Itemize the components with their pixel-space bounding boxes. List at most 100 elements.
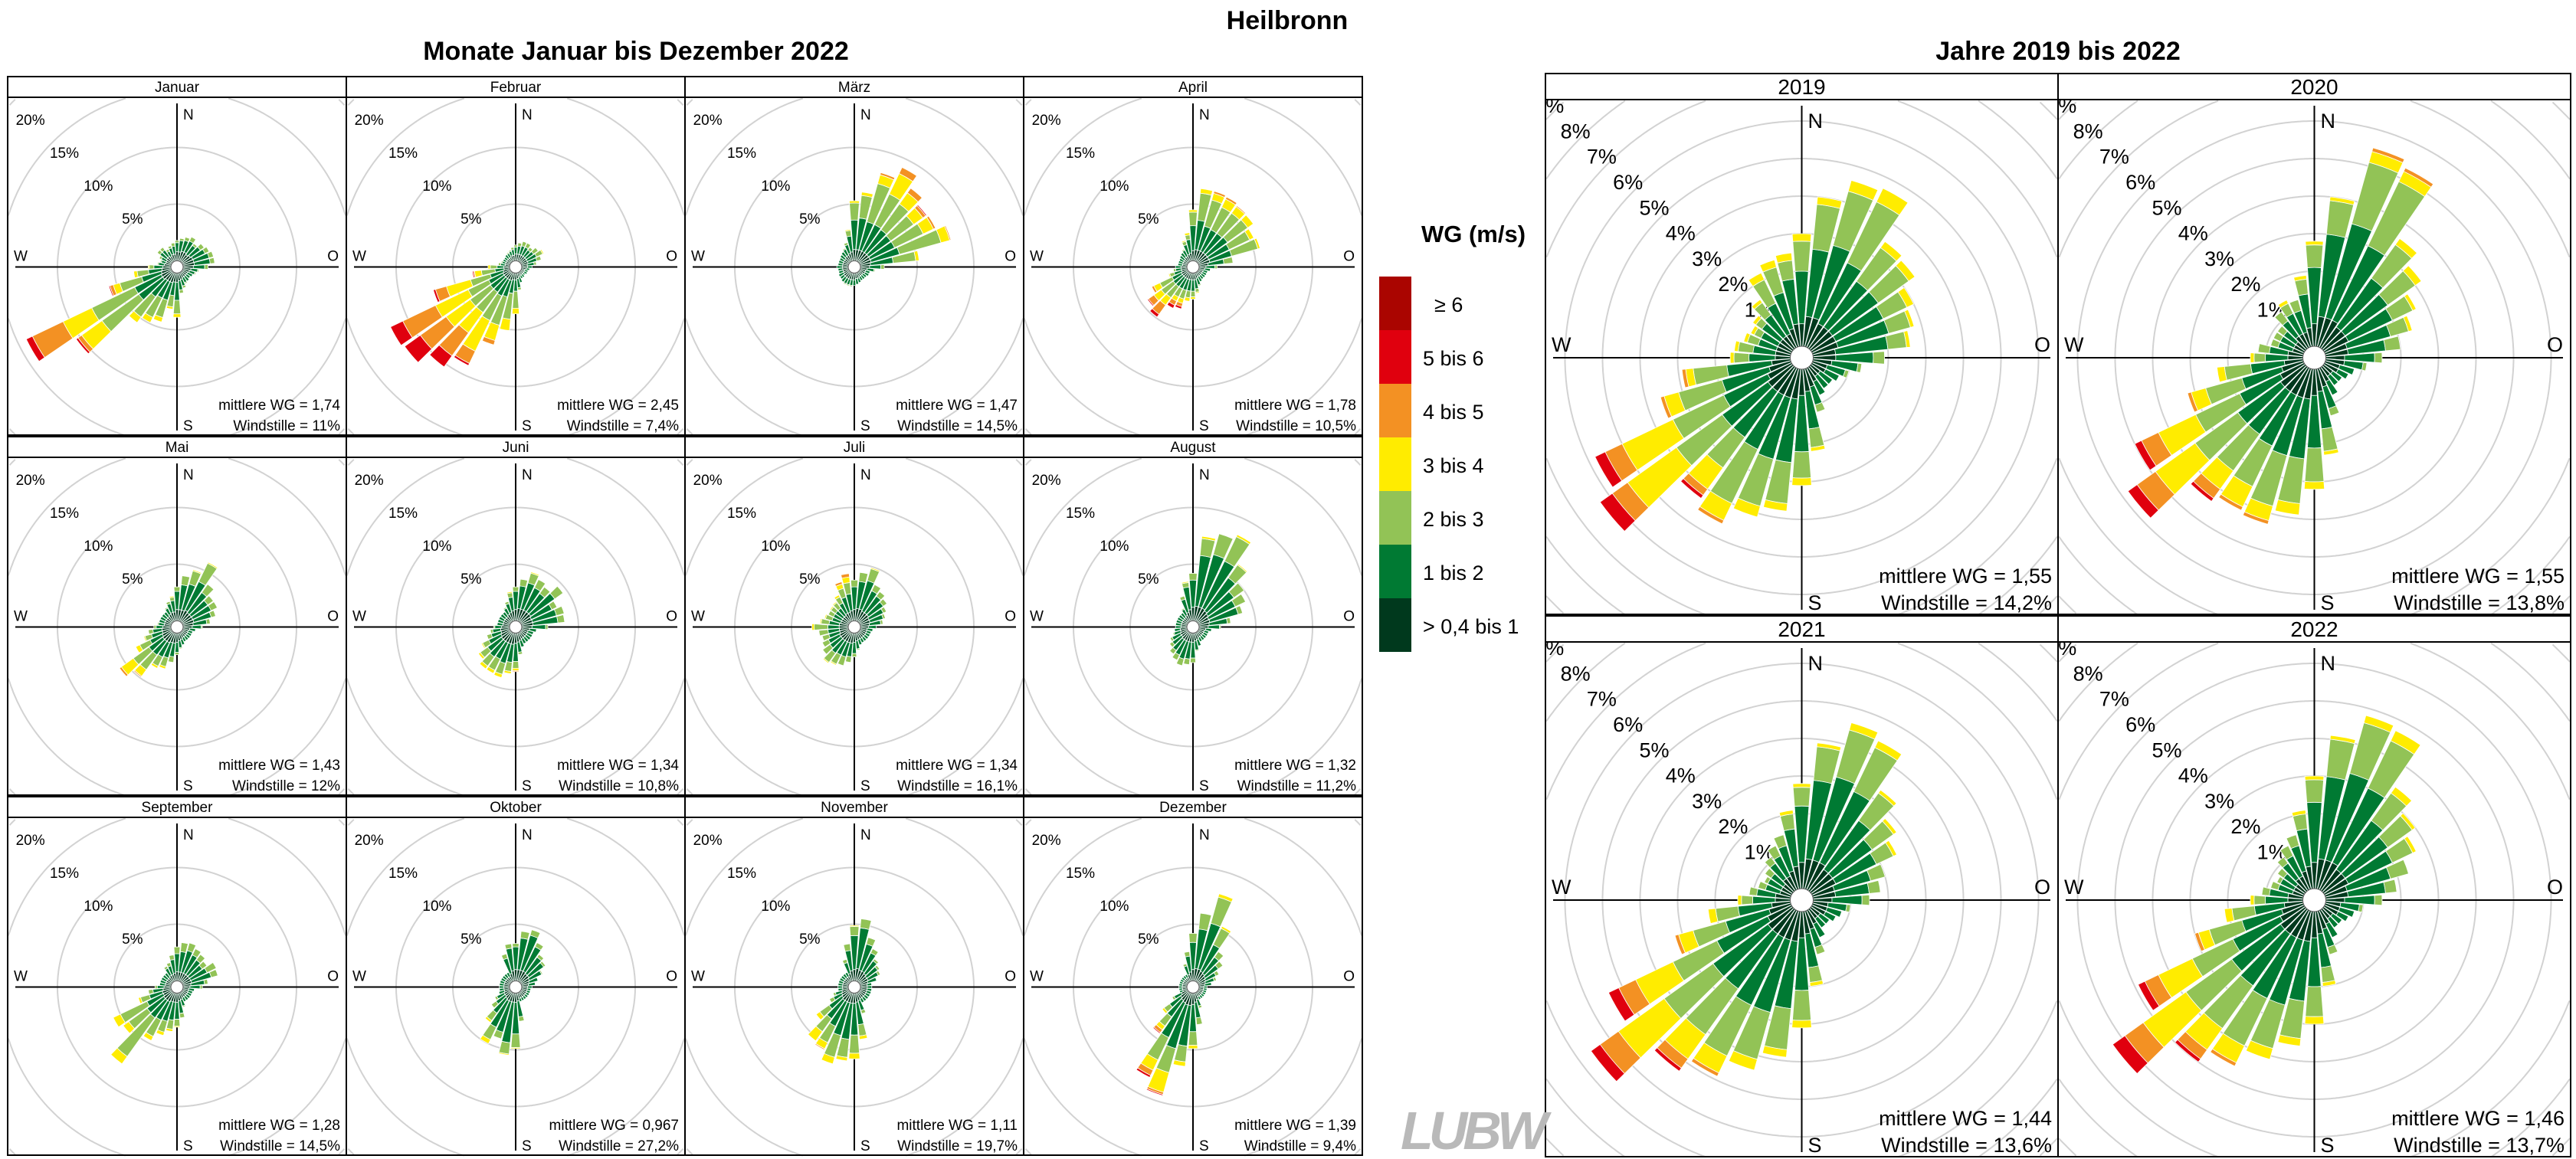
wind-sector-bar xyxy=(199,984,203,990)
wind-sector-bar xyxy=(390,320,413,346)
wind-sector-bar xyxy=(504,601,510,606)
compass-east: O xyxy=(1343,609,1355,625)
compass-east: O xyxy=(1005,249,1016,265)
ring-label: 5% xyxy=(1138,931,1159,948)
panel-title: Februar xyxy=(490,80,542,96)
wind-sector-bar xyxy=(179,237,185,242)
ring-label: 20% xyxy=(16,833,45,849)
wind-sector-bar xyxy=(173,586,181,592)
wind-sector-bar xyxy=(2403,167,2434,188)
compass-south: S xyxy=(2321,1134,2335,1157)
wind-sector-bar xyxy=(1762,499,1788,512)
calm-label: Windstille = 13,7% xyxy=(2394,1134,2565,1157)
calm-label: Windstille = 19,7% xyxy=(897,1138,1018,1154)
wind-sector-bar xyxy=(1816,196,1843,209)
wind-sector-bar xyxy=(834,594,841,601)
wind-sector-bar xyxy=(1201,535,1217,542)
ring-label: 2% xyxy=(2230,815,2260,838)
wind-sector-bar xyxy=(110,1047,128,1065)
compass-south: S xyxy=(522,418,532,434)
wind-sector-bar xyxy=(123,1021,136,1034)
wind-sector-bar xyxy=(1728,1050,1758,1071)
wind-sector-bar xyxy=(1861,894,1870,906)
wind-sector-bar xyxy=(197,243,205,251)
ring-label: 4% xyxy=(2178,222,2208,245)
wind-sector-bar xyxy=(2218,493,2243,511)
wind-sector-bar xyxy=(837,985,844,989)
legend-swatch xyxy=(1379,384,1411,437)
compass-south: S xyxy=(860,418,870,434)
wind-sector-bar xyxy=(539,586,551,598)
wind-sector-bar xyxy=(1188,932,1198,943)
wind-sector-bar xyxy=(179,289,185,294)
wind-sector-bar xyxy=(2304,447,2325,483)
wind-sector-bar xyxy=(843,242,849,247)
compass-west: W xyxy=(1552,333,1571,356)
wind-sector-bar xyxy=(811,623,815,631)
wind-sector-bar xyxy=(182,284,187,289)
wind-sector-bar xyxy=(828,610,836,617)
wind-sector-bar xyxy=(169,954,175,961)
wind-sector-bar xyxy=(1895,260,1916,282)
panel-frame xyxy=(2057,73,2571,615)
ring-label: 15% xyxy=(727,146,756,162)
mean-speed-label: mittlere WG = 1,44 xyxy=(1879,1107,2052,1130)
wind-sector-bar xyxy=(1166,301,1175,309)
compass-north: N xyxy=(183,107,194,123)
wind-sector-bar xyxy=(1681,368,1689,388)
ring-label: 15% xyxy=(1066,146,1095,162)
speed-legend: WG (m/s) > 0,4 bis 1 1 bis 2 2 bis 3 3 bis … xyxy=(1379,221,1526,652)
wind-sector-bar xyxy=(494,995,500,1001)
wind-sector-bar xyxy=(1823,911,1837,922)
calm-center xyxy=(1186,981,1200,994)
wind-sector-bar xyxy=(1750,325,1759,336)
compass-north: N xyxy=(1199,827,1210,843)
wind-sector-bar xyxy=(2329,196,2355,205)
wind-sector-bar xyxy=(1212,976,1218,982)
compass-north: N xyxy=(860,827,871,843)
wind-sector-bar xyxy=(184,280,188,284)
wind-sector-bar xyxy=(1903,330,1911,349)
wind-sector-bar xyxy=(1791,233,1812,242)
wind-sector-bar xyxy=(556,614,565,624)
wind-sector-bar xyxy=(511,307,520,315)
grid-ring xyxy=(346,97,685,437)
wind-sector-bar xyxy=(1748,272,1765,287)
compass-east: O xyxy=(2547,876,2563,899)
wind-sector-bar xyxy=(1882,817,1897,835)
wind-sector-bar xyxy=(830,660,837,666)
compass-south: S xyxy=(860,1138,870,1154)
grid-ring xyxy=(347,459,684,795)
wind-sector-bar xyxy=(1590,1043,1625,1082)
wind-sector-bar xyxy=(512,586,519,592)
grid-ring xyxy=(1024,819,1362,1155)
wind-sector-bar xyxy=(1762,1045,1788,1058)
wind-sector-bar xyxy=(480,642,486,649)
legend-label: 3 bis 4 xyxy=(1423,454,1484,477)
ring-label: 5% xyxy=(1138,571,1159,588)
wind-sector-bar xyxy=(1767,845,1781,860)
wind-sector-bar xyxy=(1690,1057,1719,1077)
wind-sector-bar xyxy=(2394,237,2417,259)
wind-sector-bar xyxy=(843,943,851,952)
wind-sector-bar xyxy=(849,925,860,928)
wind-sector-bar xyxy=(1764,856,1776,869)
wind-sector-bar xyxy=(944,224,952,241)
mean-speed-label: mittlere WG = 1,34 xyxy=(557,758,679,774)
wind-sector-bar xyxy=(499,985,505,989)
ring-label: 15% xyxy=(50,506,79,522)
wind-sector-bar xyxy=(822,643,834,655)
calm-label: Windstille = 14,5% xyxy=(220,1138,340,1154)
panel-title: April xyxy=(1178,80,1208,96)
panel-title: 2019 xyxy=(1778,75,1825,99)
wind-sector-bar xyxy=(156,1029,166,1036)
wind-sector-bar xyxy=(1198,912,1212,931)
calm-center xyxy=(170,260,184,273)
wind-sector-bar xyxy=(1812,921,1826,938)
wind-sector-bar xyxy=(2216,366,2227,383)
wind-sector-bar xyxy=(526,265,533,269)
wind-sector-bar xyxy=(2374,894,2383,906)
wind-sector-bar xyxy=(165,248,170,254)
